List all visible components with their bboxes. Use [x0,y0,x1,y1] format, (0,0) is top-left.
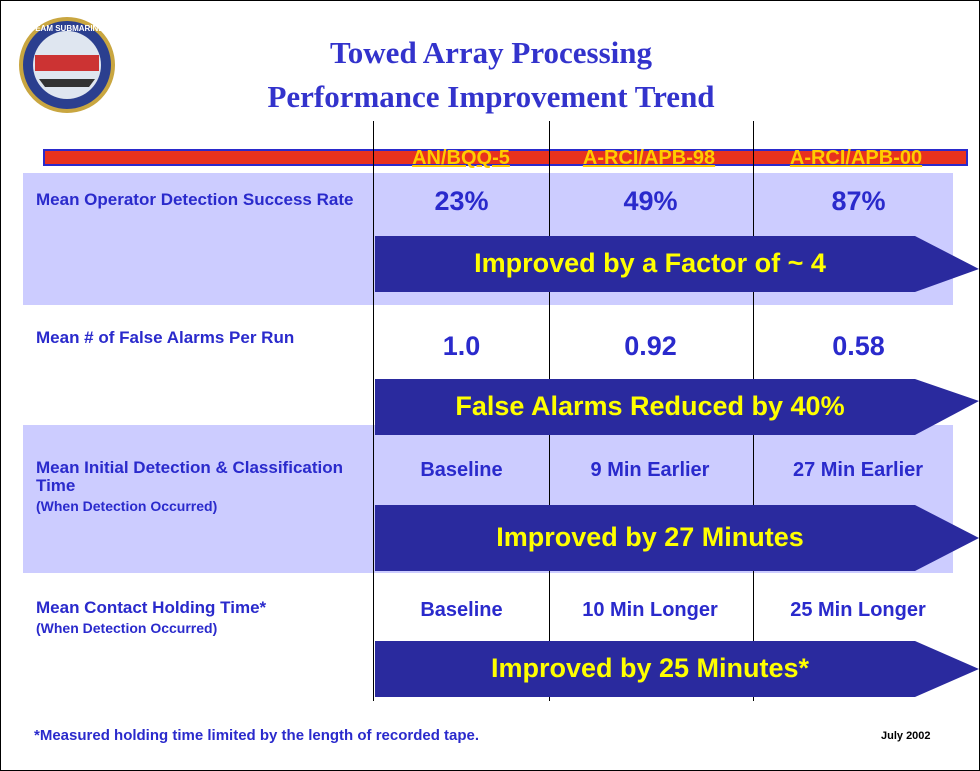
row-label-text: Mean Contact Holding Time* [36,598,267,617]
logo-text: TEAM SUBMARINE [30,24,104,33]
column-header: A-RCI/APB-00 [789,147,923,169]
row-note: (When Detection Occurred) [36,498,218,514]
title: Towed Array Processing [329,35,653,70]
column-header: AN/BQQ-5 [412,147,510,169]
cell: 87% [831,186,886,216]
cell: 1.0 [442,331,481,361]
date: July 2002 [881,730,931,742]
arrow-text: False Alarms Reduced by 40% [455,391,845,421]
row-note: (When Detection Occurred) [36,620,218,636]
row-label: Mean Contact Holding Time* (When Detectio… [36,599,356,637]
arrow: Improved by 25 Minutes* [375,641,979,697]
cell: 49% [623,186,678,216]
column-header: A-RCI/APB-98 [582,147,716,169]
divider [373,121,374,701]
arrow-text: Improved by 25 Minutes* [490,653,810,683]
row-label: Mean # of False Alarms Per Run [36,328,295,347]
arrow-text: Improved by 27 Minutes [496,522,804,552]
cell: Baseline [420,459,503,481]
title: Performance Improvement Trend [267,79,715,114]
cell: 0.58 [832,331,885,361]
cell: 27 Min Earlier [792,459,924,481]
cell: 25 Min Longer [790,599,926,621]
logo: TEAM SUBMARINE [19,17,115,113]
cell: 9 Min Earlier [590,459,710,481]
row-label: Mean Operator Detection Success Rate [36,190,354,209]
row-label-text: Mean Initial Detection & Classification … [36,458,344,495]
arrow: False Alarms Reduced by 40% [375,379,979,435]
cell: 10 Min Longer [582,599,718,621]
cell: Baseline [420,599,503,621]
header-bar [43,149,968,166]
arrow-text: Improved by a Factor of ~ 4 [474,248,826,278]
cell: 23% [434,186,489,216]
cell: 0.92 [624,331,677,361]
arrow: Improved by a Factor of ~ 4 [375,236,979,292]
arrow: Improved by 27 Minutes [375,505,979,571]
footnote: *Measured holding time limited by the le… [34,727,480,744]
row-label: Mean Initial Detection & Classification … [36,459,356,515]
